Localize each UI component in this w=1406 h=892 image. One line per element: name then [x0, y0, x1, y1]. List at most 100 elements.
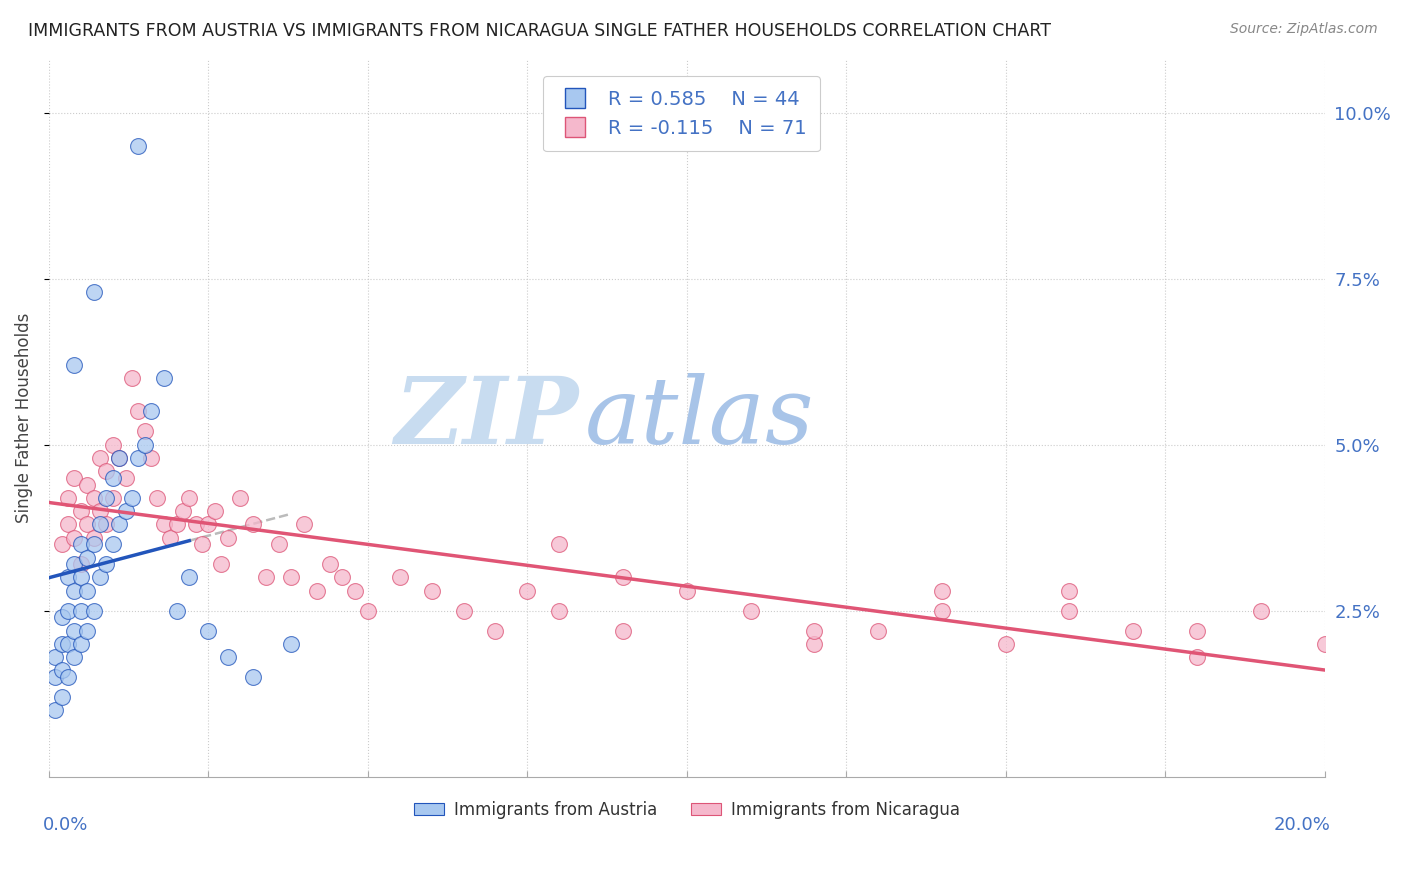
Point [63, 650, 86, 665]
Point [344, 583, 367, 598]
Point [1376, 650, 1399, 665]
Point [388, 570, 411, 584]
Point [612, 570, 634, 584]
Point [83, 491, 105, 505]
Point [204, 504, 226, 518]
Point [56, 517, 79, 532]
Point [96, 464, 118, 478]
Point [931, 583, 953, 598]
Point [76, 517, 98, 532]
Point [76, 624, 98, 638]
Point [330, 570, 353, 584]
Point [83, 537, 105, 551]
Point [1122, 624, 1144, 638]
Point [108, 450, 131, 465]
Point [548, 604, 571, 618]
Point [675, 583, 697, 598]
Point [484, 624, 506, 638]
Point [184, 517, 207, 532]
Point [166, 517, 188, 532]
Point [83, 285, 105, 299]
Point [83, 604, 105, 618]
Point [63, 624, 86, 638]
Point [51, 537, 73, 551]
Point [179, 491, 201, 505]
Point [1059, 583, 1081, 598]
Point [44, 703, 66, 717]
Point [134, 425, 156, 439]
Point [51, 610, 73, 624]
Point [70, 557, 93, 571]
Point [191, 537, 214, 551]
Point [357, 604, 380, 618]
Point [89, 504, 111, 518]
Point [166, 604, 188, 618]
Point [172, 504, 194, 518]
Point [56, 670, 79, 684]
Point [197, 517, 219, 532]
Point [516, 583, 538, 598]
Point [70, 504, 93, 518]
Point [96, 491, 118, 505]
Point [453, 604, 475, 618]
Point [146, 491, 169, 505]
Point [101, 537, 124, 551]
Point [101, 471, 124, 485]
Point [1313, 637, 1336, 651]
Point [70, 570, 93, 584]
Point [612, 624, 634, 638]
Point [108, 450, 131, 465]
Point [63, 531, 86, 545]
Text: ZIP: ZIP [394, 373, 578, 463]
Point [548, 537, 571, 551]
Point [152, 517, 174, 532]
Point [868, 624, 890, 638]
Point [127, 450, 149, 465]
Point [63, 557, 86, 571]
Point [229, 491, 252, 505]
Point [420, 583, 443, 598]
Point [127, 139, 149, 153]
Point [63, 358, 86, 372]
Point [217, 531, 239, 545]
Point [51, 664, 73, 678]
Point [134, 438, 156, 452]
Point [76, 477, 98, 491]
Point [127, 404, 149, 418]
Point [152, 371, 174, 385]
Point [89, 570, 111, 584]
Point [96, 517, 118, 532]
Point [242, 670, 264, 684]
Text: IMMIGRANTS FROM AUSTRIA VS IMMIGRANTS FROM NICARAGUA SINGLE FATHER HOUSEHOLDS CO: IMMIGRANTS FROM AUSTRIA VS IMMIGRANTS FR… [28, 22, 1052, 40]
Point [63, 471, 86, 485]
Point [179, 570, 201, 584]
Point [101, 491, 124, 505]
Text: 20.0%: 20.0% [1274, 816, 1331, 834]
Point [70, 537, 93, 551]
Point [280, 637, 302, 651]
Point [101, 438, 124, 452]
Point [209, 557, 232, 571]
Point [89, 450, 111, 465]
Point [305, 583, 328, 598]
Y-axis label: Single Father Households: Single Father Households [15, 313, 32, 524]
Point [803, 637, 825, 651]
Point [108, 517, 131, 532]
Point [121, 491, 143, 505]
Point [70, 637, 93, 651]
Point [83, 531, 105, 545]
Point [267, 537, 290, 551]
Point [56, 604, 79, 618]
Point [51, 690, 73, 704]
Point [70, 604, 93, 618]
Point [139, 450, 162, 465]
Point [254, 570, 277, 584]
Point [931, 604, 953, 618]
Text: 0.0%: 0.0% [42, 816, 89, 834]
Point [1250, 604, 1272, 618]
Point [56, 570, 79, 584]
Point [197, 624, 219, 638]
Point [51, 637, 73, 651]
Point [994, 637, 1017, 651]
Point [280, 570, 302, 584]
